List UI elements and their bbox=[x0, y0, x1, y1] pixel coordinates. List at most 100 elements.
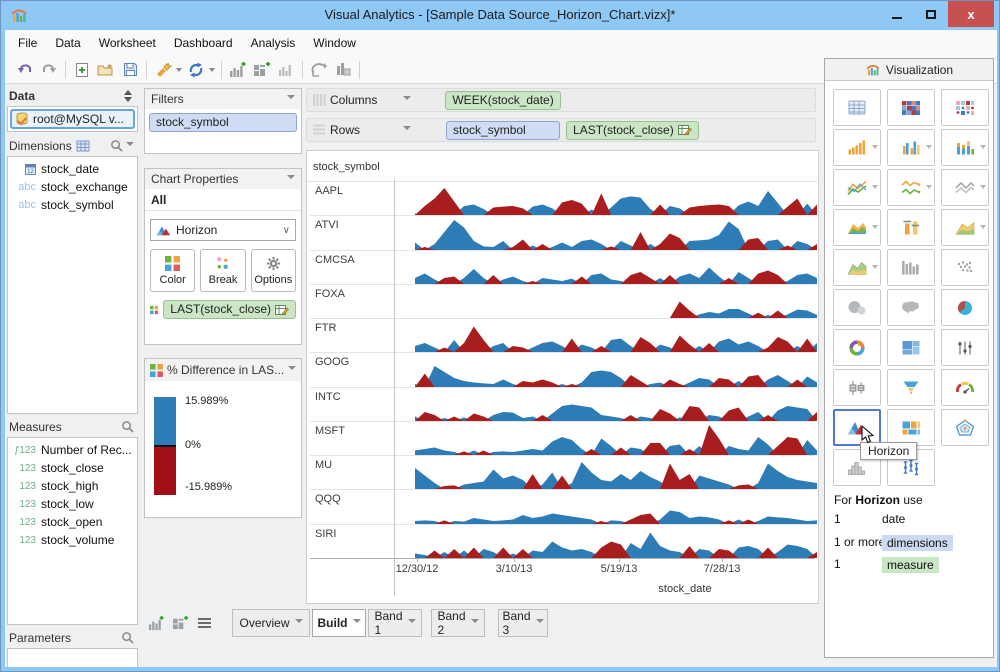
menu-item-file[interactable]: File bbox=[18, 36, 38, 50]
refresh-dropdown[interactable] bbox=[209, 68, 215, 75]
tab-overview[interactable]: Overview bbox=[232, 609, 310, 637]
viz-type-bullet[interactable] bbox=[887, 209, 935, 246]
viz-type-dropdown[interactable] bbox=[926, 185, 932, 192]
tab-menu-caret[interactable] bbox=[352, 619, 361, 627]
viz-type-area[interactable] bbox=[833, 249, 881, 286]
dimensions-menu-caret[interactable] bbox=[126, 141, 134, 150]
tab-build[interactable]: Build bbox=[312, 609, 366, 637]
horizon-band-QQQ[interactable]: QQQ bbox=[310, 490, 817, 525]
measure-item-Number-of-Rec-[interactable]: ƒ123 Number of Rec... bbox=[8, 441, 137, 459]
tab-menu-caret[interactable] bbox=[407, 619, 416, 627]
rows-pill-stock-symbol[interactable]: stock_symbol bbox=[446, 120, 561, 140]
measure-item-stock-volume[interactable]: 123 stock_volume bbox=[8, 531, 137, 549]
tab-menu-caret[interactable] bbox=[470, 619, 479, 627]
visualization-panel-header[interactable]: Visualization bbox=[825, 59, 993, 81]
horizon-band-MSFT[interactable]: MSFT bbox=[310, 422, 817, 457]
viz-type-bubbles[interactable] bbox=[833, 289, 881, 326]
viz-type-gray-lines[interactable] bbox=[941, 169, 989, 206]
horizon-band-AAPL[interactable]: AAPL bbox=[310, 182, 817, 217]
dimension-item-stock_symbol[interactable]: abc stock_symbol bbox=[8, 196, 137, 214]
columns-shelf[interactable]: Columns WEEK(stock_date) bbox=[306, 88, 816, 112]
filters-menu-caret[interactable] bbox=[287, 95, 295, 103]
viz-type-gauge[interactable] bbox=[941, 369, 989, 406]
sort-fields-icon[interactable] bbox=[124, 86, 132, 106]
undo-button[interactable] bbox=[13, 59, 37, 81]
tab-menu-caret[interactable] bbox=[294, 619, 303, 627]
columns-pill-week-stock-date[interactable]: WEEK(stock_date) bbox=[445, 90, 561, 110]
viz-type-pie[interactable] bbox=[941, 289, 989, 326]
menu-item-window[interactable]: Window bbox=[313, 36, 356, 50]
maximize-button[interactable] bbox=[914, 1, 948, 27]
color-encoding-pill[interactable]: LAST(stock_close) bbox=[163, 300, 296, 319]
new-dashboard-button[interactable] bbox=[250, 59, 274, 81]
format-painter-dropdown[interactable] bbox=[176, 68, 182, 75]
viz-type-dropdown[interactable] bbox=[872, 185, 878, 192]
viz-type-stacked-area[interactable] bbox=[941, 209, 989, 246]
horizon-band-FTR[interactable]: FTR bbox=[310, 319, 817, 354]
measure-item-stock-close[interactable]: 123 stock_close bbox=[8, 459, 137, 477]
new-worksheet-button[interactable] bbox=[226, 59, 250, 81]
viz-type-heatmap[interactable] bbox=[887, 89, 935, 126]
horizon-band-SIRI[interactable]: SIRI bbox=[310, 525, 817, 559]
format-painter-button[interactable] bbox=[151, 59, 175, 81]
viz-type-dropdown[interactable] bbox=[872, 265, 878, 272]
viz-type-dropdown[interactable] bbox=[980, 145, 986, 152]
viz-type-highlight-table[interactable] bbox=[941, 89, 989, 126]
viz-type-dot-plot[interactable] bbox=[941, 329, 989, 366]
search-measures-icon[interactable] bbox=[121, 420, 134, 433]
close-button[interactable]: x bbox=[948, 1, 994, 27]
viz-type-bar[interactable] bbox=[833, 129, 881, 166]
redo-button[interactable] bbox=[37, 59, 61, 81]
refresh-button[interactable] bbox=[184, 59, 208, 81]
viz-type-multi-area[interactable] bbox=[833, 209, 881, 246]
viz-type-scatter[interactable] bbox=[941, 249, 989, 286]
measure-item-stock-low[interactable]: 123 stock_low bbox=[8, 495, 137, 513]
viz-type-dropdown[interactable] bbox=[926, 145, 932, 152]
viz-type-dropdown[interactable] bbox=[980, 225, 986, 232]
viz-type-waterfall[interactable] bbox=[887, 249, 935, 286]
menu-item-analysis[interactable]: Analysis bbox=[250, 36, 296, 50]
viz-type-box-plot[interactable] bbox=[833, 369, 881, 406]
sheet-list-button[interactable] bbox=[192, 612, 216, 634]
options-button[interactable]: Options bbox=[250, 249, 296, 292]
measure-item-stock-high[interactable]: 123 stock_high bbox=[8, 477, 137, 495]
tab-menu-caret[interactable] bbox=[535, 619, 544, 627]
viz-type-stacked-bar[interactable] bbox=[941, 129, 989, 166]
horizon-band-FOXA[interactable]: FOXA bbox=[310, 285, 817, 320]
columns-menu-caret[interactable] bbox=[403, 96, 412, 104]
tab-band-2[interactable]: Band 2 bbox=[431, 609, 485, 637]
new-file-button[interactable] bbox=[70, 59, 94, 81]
parameters-list[interactable] bbox=[7, 648, 138, 667]
horizon-band-GOOG[interactable]: GOOG bbox=[310, 353, 817, 388]
filter-pill-stock-symbol[interactable]: stock_symbol bbox=[149, 113, 297, 132]
horizon-band-INTC[interactable]: INTC bbox=[310, 388, 817, 422]
legend-gradient-positive[interactable] bbox=[154, 397, 176, 445]
data-source-connection[interactable]: root@MySQL v... bbox=[10, 109, 135, 129]
rows-pill-last-stock-close[interactable]: LAST(stock_close) bbox=[566, 120, 699, 140]
dimension-item-stock_exchange[interactable]: abc stock_exchange bbox=[8, 178, 137, 196]
viz-type-horizon[interactable] bbox=[833, 409, 881, 446]
new-dashboard-tab-button[interactable] bbox=[168, 612, 192, 634]
viz-type-dropdown[interactable] bbox=[872, 225, 878, 232]
viz-type-map[interactable] bbox=[887, 289, 935, 326]
break-button[interactable]: Break bbox=[200, 249, 246, 292]
menu-item-worksheet[interactable]: Worksheet bbox=[98, 36, 156, 50]
viz-type-funnel[interactable] bbox=[887, 369, 935, 406]
measure-item-stock-open[interactable]: 123 stock_open bbox=[8, 513, 137, 531]
open-file-button[interactable] bbox=[94, 59, 118, 81]
fit-view-button[interactable] bbox=[331, 59, 355, 81]
minimize-button[interactable] bbox=[880, 1, 914, 27]
search-parameters-icon[interactable] bbox=[121, 631, 134, 644]
swap-axes-button[interactable] bbox=[307, 59, 331, 81]
rows-shelf[interactable]: Rows stock_symbol LAST(stock_close) bbox=[306, 118, 816, 142]
viz-type-treemap[interactable] bbox=[887, 329, 935, 366]
viz-type-mosaic[interactable] bbox=[887, 409, 935, 446]
rows-menu-caret[interactable] bbox=[403, 126, 412, 134]
color-button[interactable]: Color bbox=[150, 249, 196, 292]
menu-item-data[interactable]: Data bbox=[55, 36, 81, 50]
viz-type-radar[interactable] bbox=[941, 409, 989, 446]
tab-band-3[interactable]: Band 3 bbox=[498, 609, 548, 637]
view-data-icon[interactable] bbox=[76, 140, 90, 152]
horizon-band-MU[interactable]: MU bbox=[310, 456, 817, 491]
new-worksheet-tab-button[interactable] bbox=[144, 612, 168, 634]
